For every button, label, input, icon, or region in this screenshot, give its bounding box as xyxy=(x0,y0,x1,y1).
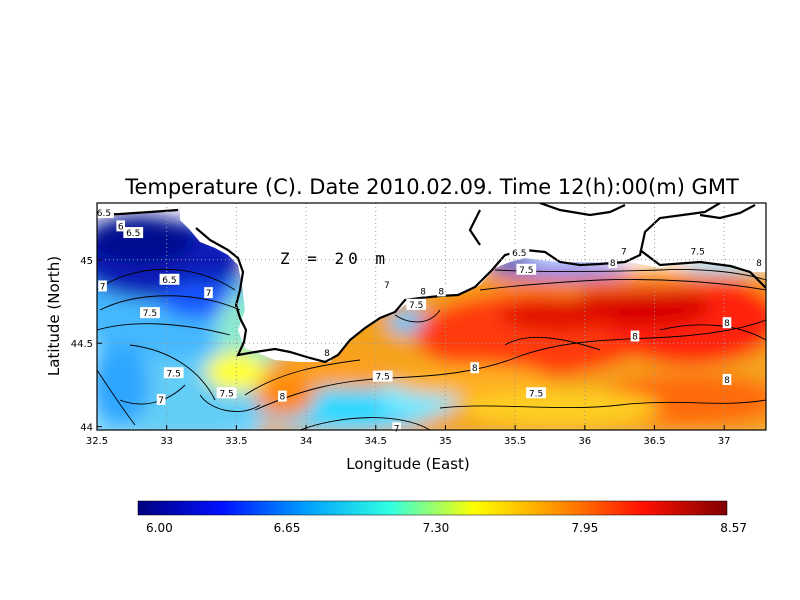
contour-label: 8 xyxy=(324,349,330,359)
x-tick-label: 37 xyxy=(718,436,731,447)
x-tick-label: 36.5 xyxy=(643,436,665,447)
contour-label: 7.5 xyxy=(409,301,423,311)
contour-label: 6 xyxy=(118,222,124,232)
depth-annotation: Z = 20 m xyxy=(280,249,389,268)
colorbar-tick-label: 8.57 xyxy=(720,521,747,535)
y-axis: 44 44.5 45 xyxy=(71,256,102,434)
contour-label-bg xyxy=(436,285,446,297)
contour-label: 7 xyxy=(394,424,400,434)
contour-label: 6.5 xyxy=(162,276,176,286)
contour-label: 8 xyxy=(724,376,730,386)
plot-frame xyxy=(96,202,767,431)
land-mask xyxy=(97,203,766,362)
contour-label-bg xyxy=(509,247,530,259)
contour-label-bg xyxy=(392,422,401,434)
temperature-field xyxy=(97,215,766,430)
contour-label: 8 xyxy=(610,259,616,269)
contour-label: 7.5 xyxy=(519,266,533,276)
contour-label-bg xyxy=(406,298,427,310)
contour-label-bg xyxy=(322,347,332,359)
x-axis: 32.5 33 33.5 34 34.5 35 35.5 36 36.5 37 xyxy=(86,425,731,447)
contour-label-bg xyxy=(754,257,764,269)
contour-label-bg xyxy=(163,367,184,379)
contour-label: 8 xyxy=(724,319,730,329)
x-tick-label: 34.5 xyxy=(365,436,387,447)
x-tick-label: 35 xyxy=(439,436,452,447)
colorbar-bar xyxy=(137,500,728,516)
contour-label-bg xyxy=(216,387,237,399)
contour-label: 7.5 xyxy=(376,373,390,383)
y-axis-label: Latitude (North) xyxy=(45,256,63,376)
contour-label: 8 xyxy=(420,287,426,297)
y-tick-label: 44 xyxy=(80,423,93,434)
colorbar-tick-label: 6.65 xyxy=(274,521,301,535)
contour-label-bg xyxy=(722,317,732,329)
contour-label: 8 xyxy=(756,259,762,269)
contour-label-bg xyxy=(159,273,180,285)
contour-label-bg xyxy=(140,307,160,319)
colorbar-tick-label: 6.00 xyxy=(146,521,173,535)
contour-label-bg xyxy=(470,362,480,374)
colorbar-tick-label: 7.95 xyxy=(572,521,599,535)
contour-label: 6.5 xyxy=(126,229,140,239)
x-tick-label: 33.5 xyxy=(225,436,247,447)
x-tick-label: 32.5 xyxy=(86,436,108,447)
x-tick-label: 35.5 xyxy=(504,436,526,447)
contour-label-bg xyxy=(372,370,393,382)
contour-label-bg xyxy=(204,287,213,299)
contour-label: 8 xyxy=(472,364,478,374)
contour-label-bg xyxy=(116,220,125,232)
contour-label: 6.5 xyxy=(97,209,111,219)
contour-label-bg xyxy=(608,257,617,269)
x-axis-label: Longitude (East) xyxy=(346,455,469,473)
contour-label-bg xyxy=(516,263,537,275)
x-tick-label: 36 xyxy=(578,436,591,447)
contour-label: 7.5 xyxy=(529,389,543,399)
contour-label: 8 xyxy=(280,393,286,403)
contour-label: 8 xyxy=(438,287,444,297)
contour-label-bg xyxy=(722,373,732,385)
colorbar-ticks: 6.00 6.65 7.30 7.95 8.57 xyxy=(146,521,747,535)
contour-label-bg xyxy=(98,280,107,292)
contour-label: 7 xyxy=(621,247,627,257)
y-tick-label: 45 xyxy=(80,256,93,267)
contour-label-bg xyxy=(418,285,428,297)
contour-label-bg xyxy=(94,207,114,219)
contour-label-bg xyxy=(687,245,708,257)
contour-label-bg xyxy=(156,393,166,405)
contour-label: 7 xyxy=(100,282,106,292)
contour-label: 7.5 xyxy=(691,247,705,257)
contour-label-bg xyxy=(619,245,629,257)
colorbar-tick-label: 7.30 xyxy=(423,521,450,535)
y-tick-label: 44.5 xyxy=(71,339,93,350)
contour-label-bg xyxy=(630,330,640,342)
contour-label-bg xyxy=(382,278,392,290)
contour-label: 7.5 xyxy=(143,309,157,319)
contour-label: 7.5 xyxy=(219,389,233,399)
contour-label-bg xyxy=(526,387,546,399)
chart-title: Temperature (C). Date 2010.02.09. Time 1… xyxy=(124,175,739,199)
contour-label: 7 xyxy=(158,396,164,406)
contour-label: 8 xyxy=(632,333,638,343)
x-tick-label: 33 xyxy=(160,436,173,447)
contour-label: 7 xyxy=(384,281,390,291)
x-tick-label: 34 xyxy=(300,436,313,447)
colorbar: 6.00 6.65 7.30 7.95 8.57 xyxy=(137,500,747,535)
contour-lines xyxy=(97,268,766,430)
contour-label: 7.5 xyxy=(166,369,180,379)
contour-label-bg xyxy=(278,390,287,402)
contour-label-bg xyxy=(123,227,144,239)
contour-label: 6.5 xyxy=(512,249,526,259)
contour-label: 7 xyxy=(206,289,212,299)
